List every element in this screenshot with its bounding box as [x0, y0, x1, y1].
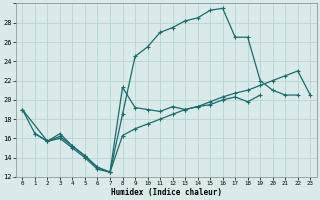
X-axis label: Humidex (Indice chaleur): Humidex (Indice chaleur)	[111, 188, 222, 197]
